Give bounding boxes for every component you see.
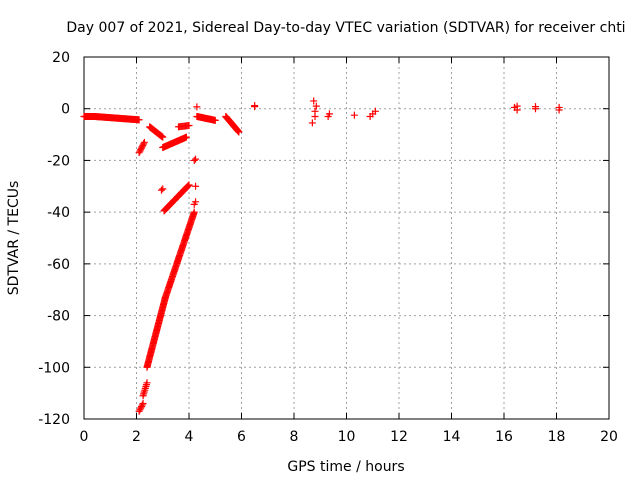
data-point xyxy=(235,128,243,136)
x-tick-label: 12 xyxy=(390,429,408,445)
y-tick-label: -80 xyxy=(47,309,70,325)
x-tick-label: 6 xyxy=(237,429,246,445)
x-tick-labels: 0 2 4 6 8 10 12 14 16 18 20 xyxy=(80,429,618,445)
data-point xyxy=(513,106,521,114)
data-point xyxy=(135,407,143,415)
data-point xyxy=(135,116,143,124)
y-tick-label: -100 xyxy=(38,360,70,376)
data-point xyxy=(136,147,144,155)
y-tick-label: -60 xyxy=(47,257,70,273)
data-point xyxy=(135,149,143,157)
x-tick-label: 0 xyxy=(80,429,89,445)
data-point xyxy=(140,138,148,146)
data-point xyxy=(192,198,200,206)
y-tick-label: -20 xyxy=(47,153,70,169)
x-tick-label: 10 xyxy=(338,429,356,445)
data-point xyxy=(308,119,316,127)
data-point xyxy=(138,143,146,151)
data-point xyxy=(137,144,145,152)
data-point xyxy=(143,379,151,387)
data-point xyxy=(192,155,200,163)
data-point xyxy=(192,182,200,190)
x-tick-label: 18 xyxy=(548,429,566,445)
data-point xyxy=(185,122,193,130)
data-point xyxy=(136,406,144,414)
data-point xyxy=(211,116,219,124)
data-point xyxy=(350,111,358,119)
data-point xyxy=(310,97,318,105)
y-tick-label: 20 xyxy=(52,50,70,66)
axis-ticks xyxy=(83,56,610,420)
data-point xyxy=(555,103,563,111)
data-point xyxy=(137,404,145,412)
data-point xyxy=(138,401,146,409)
data-point xyxy=(182,133,190,141)
y-axis-label: SDTVAR / TECUs xyxy=(6,181,22,296)
x-tick-label: 14 xyxy=(443,429,461,445)
data-point xyxy=(371,107,379,115)
data-point xyxy=(190,208,198,216)
data-point xyxy=(325,110,333,118)
chart-title: Day 007 of 2021, Sidereal Day-to-day VTE… xyxy=(66,20,625,36)
data-point xyxy=(159,133,167,141)
x-axis-label: GPS time / hours xyxy=(287,459,404,475)
data-point xyxy=(193,103,201,111)
data-point xyxy=(137,403,145,411)
grid xyxy=(84,57,609,419)
data-point xyxy=(251,102,259,110)
x-tick-label: 16 xyxy=(495,429,513,445)
x-tick-label: 2 xyxy=(132,429,141,445)
data-point xyxy=(137,146,145,154)
data-marks xyxy=(80,97,563,415)
x-tick-label: 8 xyxy=(290,429,299,445)
data-point xyxy=(311,107,319,115)
data-point xyxy=(312,102,320,110)
data-point xyxy=(139,141,147,149)
y-tick-labels: 20 0 -20 -40 -60 -80 -100 -120 xyxy=(38,50,70,428)
y-tick-label: 0 xyxy=(61,102,70,118)
data-point xyxy=(159,185,167,193)
data-point xyxy=(157,186,165,194)
y-tick-label: -40 xyxy=(47,205,70,221)
data-point xyxy=(532,103,539,111)
data-point xyxy=(139,399,147,407)
x-tick-label: 20 xyxy=(600,429,618,445)
y-tick-label: -120 xyxy=(38,412,70,428)
data-point xyxy=(185,181,193,189)
data-point xyxy=(190,156,198,164)
x-tick-label: 4 xyxy=(185,429,194,445)
data-point xyxy=(140,140,148,148)
